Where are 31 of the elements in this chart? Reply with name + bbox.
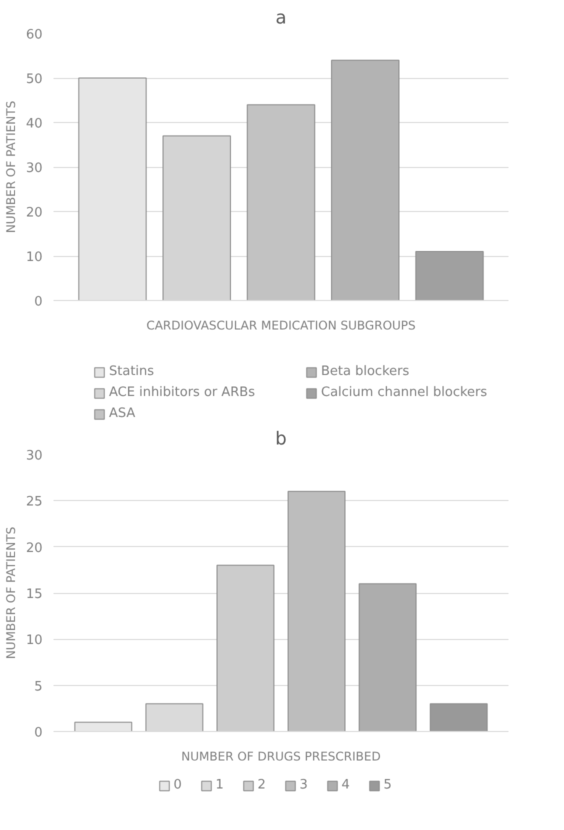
- y-tick-label: 0: [34, 294, 43, 310]
- y-tick-label: 10: [26, 250, 43, 265]
- y-tick-label: 20: [26, 206, 43, 220]
- y-tick-label: 20: [26, 540, 43, 556]
- x-axis-title: NUMBER OF DRUGS PRESCRIBED: [181, 750, 381, 764]
- legend-label: 4: [342, 778, 351, 792]
- legend-label: Beta blockers: [321, 364, 410, 379]
- legend-label: 1: [216, 778, 225, 792]
- y-axis-title: NUMBER OF PATIENTS: [4, 100, 18, 234]
- y-tick-label: 30: [26, 448, 43, 464]
- legend-label: 0: [174, 778, 183, 792]
- y-tick-label: 0: [34, 726, 43, 740]
- y-axis-title: NUMBER OF PATIENTS: [4, 526, 18, 660]
- y-tick-label: 15: [26, 587, 43, 602]
- legend-label: 3: [300, 778, 309, 792]
- legend-label: 2: [258, 778, 267, 792]
- legend-label: ACE inhibitors or ARBs: [109, 385, 256, 400]
- y-tick-label: 50: [26, 72, 43, 87]
- legend-label: Statins: [109, 364, 156, 379]
- x-axis-title: CARDIOVASCULAR MEDICATION SUBGROUPS: [146, 318, 416, 332]
- legend-label: Calcium channel blockers: [321, 385, 488, 400]
- legend-label: ASA: [109, 406, 136, 421]
- chart-title: b: [275, 428, 287, 450]
- y-tick-label: 40: [26, 116, 43, 132]
- y-tick-label: 5: [34, 679, 43, 694]
- y-tick-label: 30: [26, 161, 43, 176]
- y-tick-label: 60: [26, 28, 43, 42]
- y-tick-label: 25: [26, 494, 43, 510]
- legend-label: 5: [384, 778, 393, 792]
- y-tick-label: 10: [26, 633, 43, 648]
- chart-title: a: [275, 8, 287, 28]
